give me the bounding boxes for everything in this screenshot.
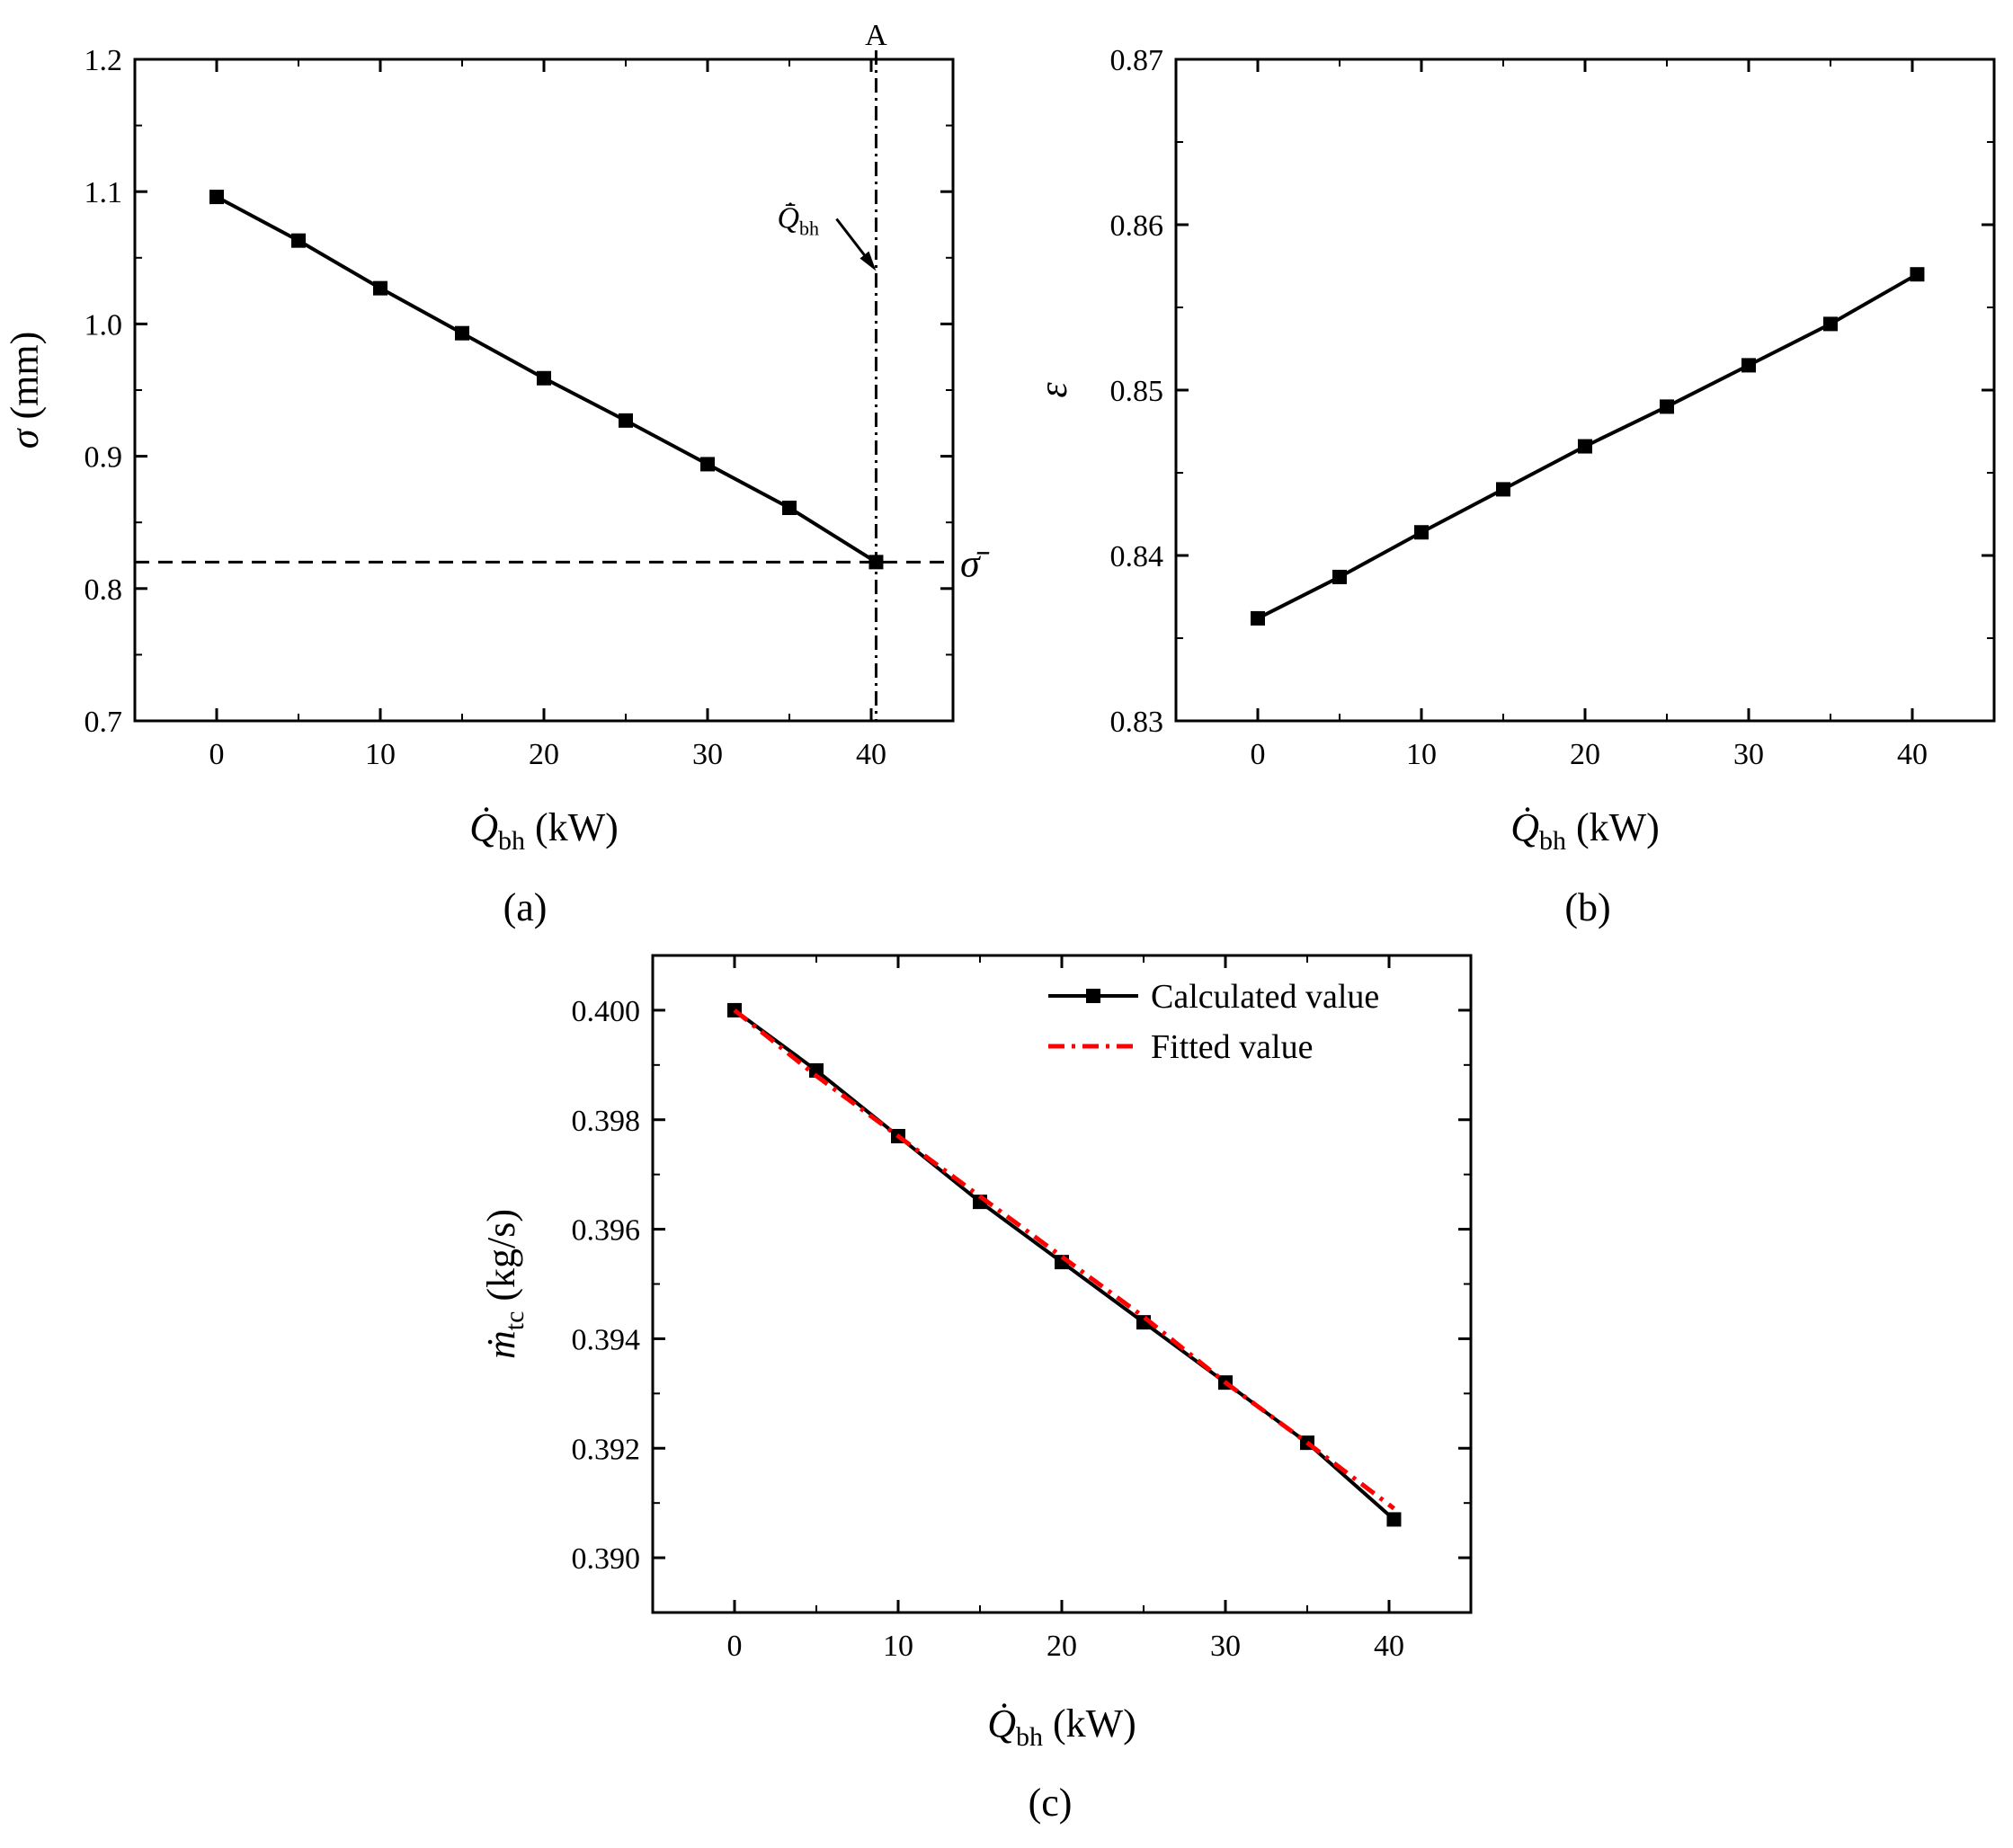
panel-c-legend-label-0: Calculated value <box>1151 978 1379 1016</box>
panel-a-x-tick-label: 20 <box>529 738 559 771</box>
panel-a-series-0-marker <box>700 457 715 472</box>
panel-c-x-tick-label: 30 <box>1210 1630 1241 1663</box>
panel-c-x-tick-label: 20 <box>1047 1630 1077 1663</box>
panel-b-x-tick-label: 10 <box>1406 738 1437 771</box>
panel-a-y-tick-label: 1.0 <box>85 308 123 342</box>
panel-b-y-axis-label: ε <box>1031 382 1075 398</box>
panel-a-y-tick-label: 0.9 <box>85 441 123 475</box>
panel-b-y-tick-label: 0.84 <box>1110 540 1164 573</box>
panel-b-x-tick-label: 40 <box>1897 738 1928 771</box>
panel-b-series-0-marker <box>1251 610 1265 626</box>
panel-a-series-0-marker <box>291 233 306 248</box>
panel-c-chart: 0 10 20 30 40 0.390 0.392 0.394 0.396 0.398 0.400 Q… <box>479 954 1473 1752</box>
panel-a-sigma-bar-label: σ̄ <box>960 541 990 585</box>
panel-a-y-tick-label: 0.8 <box>85 573 123 607</box>
panel-a-y-tick-label: 1.1 <box>85 176 123 209</box>
panel-b-series-0-marker <box>1496 482 1510 497</box>
panel-c-x-tick-label: 0 <box>727 1630 743 1663</box>
panel-c-legend-swatch-marker-0 <box>1086 989 1100 1003</box>
panel-b-series-0-marker <box>1578 439 1592 454</box>
panel-b-series-0-marker <box>1741 358 1756 373</box>
panel-a-x-tick-label: 40 <box>856 738 886 771</box>
panel-a-plot-frame <box>133 58 955 723</box>
panel-c-y-tick-label: 0.400 <box>572 995 641 1028</box>
panel-b-chart: 0 10 20 30 40 0.83 0.84 0.85 0.86 0.87 Q̇bh (kW) ε <box>1031 44 1996 856</box>
panel-b-plot-frame <box>1174 58 1996 723</box>
panel-c-y-tick-label: 0.392 <box>572 1433 641 1466</box>
panel-a-x-tick-label: 10 <box>365 738 396 771</box>
panel-c-y-axis-label: ṁtc (kg/s) <box>479 1209 530 1359</box>
panel-b-y-tick-label: 0.83 <box>1110 706 1164 739</box>
panel-a-y-axis-label: σ (mm) <box>3 332 47 449</box>
panel-c-series-1-line <box>733 1008 1395 1511</box>
panel-a-chart: 0 10 20 30 40 0.7 0.8 0.9 1.0 1.1 1.2 Q̇bh (kW) σ (m… <box>3 19 990 856</box>
panel-b-y-tick-label: 0.87 <box>1110 44 1164 77</box>
panel-c-y-tick-label: 0.398 <box>572 1105 641 1138</box>
panel-c-series-0-marker <box>1386 1512 1402 1527</box>
panel-a-series-0-marker <box>782 501 797 516</box>
panel-a-q-bar-annotation: Q̇̄bh <box>777 202 819 240</box>
panel-a-x-axis-label: Q̇bh (kW) <box>469 805 619 856</box>
panel-c-series-0-marker <box>809 1062 824 1078</box>
panel-c-plot-frame <box>651 954 1473 1614</box>
panel-c-y-tick-label: 0.396 <box>572 1214 641 1248</box>
panel-b-series-0-marker <box>1414 525 1429 540</box>
panel-c-y-tick-label: 0.390 <box>572 1542 641 1576</box>
panel-b-y-tick-label: 0.85 <box>1110 375 1164 408</box>
panel-a-caption: (a) <box>503 885 548 929</box>
panel-c-x-axis-label: Q̇bh (kW) <box>987 1701 1136 1752</box>
panel-a-y-tick-label: 1.2 <box>85 44 123 77</box>
panel-c-x-tick-label: 10 <box>883 1630 913 1663</box>
panel-a-series-0-marker <box>868 555 884 570</box>
panel-a-series-0-marker <box>209 190 224 205</box>
panel-b-y-tick-label: 0.86 <box>1110 209 1164 243</box>
panel-a-annotation-arrow-head <box>860 251 877 271</box>
panel-a-series-0-marker <box>619 413 633 428</box>
panel-b-caption: (b) <box>1564 885 1610 929</box>
panel-a-series-0-marker <box>537 370 551 386</box>
panel-c-caption: (c) <box>1029 1781 1073 1825</box>
panel-b-series-0-marker <box>1332 569 1347 584</box>
panel-b-series-0-marker <box>1660 399 1674 414</box>
panel-a-y-tick-label: 0.7 <box>85 706 123 739</box>
panel-c-y-tick-label: 0.394 <box>572 1323 641 1356</box>
panel-b-series-0-marker <box>1910 267 1925 282</box>
panel-c-x-tick-label: 40 <box>1374 1630 1404 1663</box>
panel-a-point-a-label: A <box>865 19 887 52</box>
panel-b-x-tick-label: 20 <box>1570 738 1600 771</box>
panel-b-series-0-marker <box>1823 316 1838 332</box>
panel-a-series-0-marker <box>373 280 387 296</box>
panel-a-series-0-marker <box>455 325 469 341</box>
panel-c-legend-label-1: Fitted value <box>1151 1028 1313 1066</box>
panel-b-x-tick-label: 30 <box>1733 738 1764 771</box>
panel-a-x-tick-label: 0 <box>209 738 225 771</box>
panel-b-x-tick-label: 0 <box>1251 738 1266 771</box>
panel-b-x-axis-label: Q̇bh (kW) <box>1510 805 1660 856</box>
panel-a-x-tick-label: 30 <box>692 738 723 771</box>
